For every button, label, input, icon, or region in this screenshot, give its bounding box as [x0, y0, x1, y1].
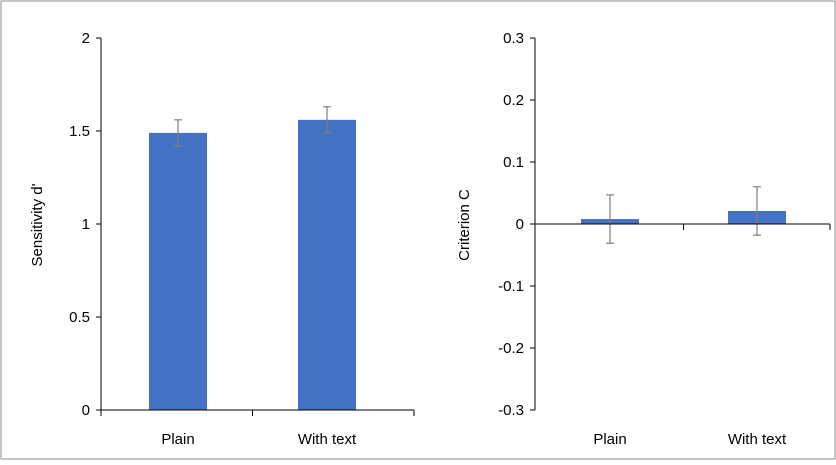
criterion-y-tick-label: 0 — [516, 216, 524, 233]
sensitivity-y-tick-label: 2 — [82, 30, 90, 47]
criterion-y-axis-title: Criterion C — [456, 189, 473, 261]
sensitivity-bar-with-text — [298, 120, 356, 410]
sensitivity-bar-plain — [149, 133, 207, 410]
criterion-y-tick-label: 0.2 — [503, 92, 524, 109]
sensitivity-x-tick-label: With text — [298, 431, 357, 448]
sensitivity-y-tick-label: 1.5 — [69, 123, 90, 140]
criterion-y-tick-label: -0.3 — [498, 402, 524, 419]
sensitivity-y-axis-title: Sensitivity d' — [29, 183, 46, 266]
criterion-y-tick-label: -0.2 — [498, 340, 524, 357]
criterion-x-tick-label: Plain — [593, 431, 626, 448]
criterion-y-tick-label: -0.1 — [498, 278, 524, 295]
sensitivity-y-tick-label: 0.5 — [69, 309, 90, 326]
criterion-y-tick-label: 0.1 — [503, 154, 524, 171]
sensitivity-x-tick-label: Plain — [161, 431, 194, 448]
sensitivity-y-tick-label: 1 — [82, 216, 90, 233]
criterion-x-tick-label: With text — [728, 431, 787, 448]
sensitivity-y-tick-label: 0 — [82, 402, 90, 419]
criterion-y-tick-label: 0.3 — [503, 30, 524, 47]
